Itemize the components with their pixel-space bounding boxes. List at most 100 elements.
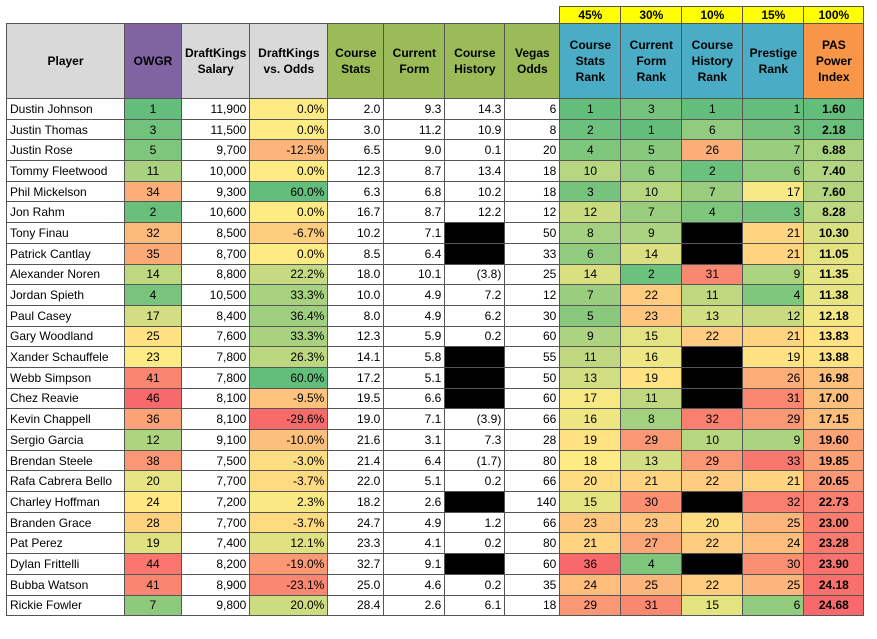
course-stats-rank-cell[interactable]: 15: [559, 491, 622, 513]
course-stats-cell[interactable]: 14.1: [327, 346, 385, 368]
course-history-cell[interactable]: 0.2: [444, 470, 506, 493]
salary-cell[interactable]: 7,700: [180, 511, 251, 534]
dk-vs-odds-cell[interactable]: -12.5%: [249, 139, 329, 162]
course-history-cell[interactable]: 13.4: [444, 160, 506, 182]
player-name-cell[interactable]: Xander Schauffele: [6, 346, 125, 368]
course-stats-rank-cell[interactable]: 3: [559, 180, 622, 203]
header-prestige-rank[interactable]: Prestige Rank: [742, 23, 805, 99]
current-form-rank-cell[interactable]: 23: [620, 304, 683, 327]
course-stats-cell[interactable]: 18.2: [327, 491, 385, 513]
course-stats-cell[interactable]: 2.0: [327, 98, 385, 120]
owgr-cell[interactable]: 44: [124, 553, 182, 575]
player-name-cell[interactable]: Patrick Cantlay: [6, 242, 125, 265]
dk-vs-odds-cell[interactable]: -3.7%: [249, 511, 329, 534]
current-form-cell[interactable]: 4.9: [383, 511, 446, 534]
pas-index-cell[interactable]: 20.65: [803, 470, 865, 493]
prestige-rank-cell[interactable]: 6: [742, 160, 805, 182]
course-history-cell[interactable]: [444, 387, 506, 410]
course-stats-cell[interactable]: 24.7: [327, 511, 385, 534]
owgr-cell[interactable]: 41: [124, 366, 182, 389]
prestige-rank-cell[interactable]: 25: [742, 573, 805, 596]
header-course-stats-rank[interactable]: Course Stats Rank: [559, 23, 622, 99]
dk-vs-odds-cell[interactable]: 0.0%: [249, 201, 329, 224]
owgr-cell[interactable]: 24: [124, 491, 182, 513]
course-stats-rank-cell[interactable]: 2: [559, 118, 622, 141]
header-pas-power-index[interactable]: PAS Power Index: [803, 23, 865, 99]
course-stats-cell[interactable]: 19.5: [327, 387, 385, 410]
table-row[interactable]: Charley Hoffman 24 7,200 2.3% 18.2 2.6 140 15 30…: [6, 491, 865, 513]
current-form-rank-cell[interactable]: 5: [620, 139, 683, 162]
table-row[interactable]: Brendan Steele 38 7,500 -3.0% 21.4 6.4 (1.7) 80…: [6, 449, 865, 472]
course-history-rank-cell[interactable]: 22: [681, 470, 744, 493]
current-form-rank-cell[interactable]: 25: [620, 573, 683, 596]
vegas-odds-cell[interactable]: 6: [504, 98, 561, 120]
course-stats-rank-cell[interactable]: 7: [559, 284, 622, 306]
vegas-odds-cell[interactable]: 12: [504, 284, 561, 306]
current-form-rank-cell[interactable]: 15: [620, 325, 683, 348]
pas-index-cell[interactable]: 24.68: [803, 594, 865, 617]
current-form-rank-cell[interactable]: 14: [620, 242, 683, 265]
prestige-rank-cell[interactable]: 25: [742, 511, 805, 534]
current-form-rank-cell[interactable]: 11: [620, 387, 683, 410]
pas-index-cell[interactable]: 11.38: [803, 284, 865, 306]
course-stats-rank-cell[interactable]: 11: [559, 346, 622, 368]
salary-cell[interactable]: 7,800: [180, 346, 251, 368]
course-history-cell[interactable]: 0.2: [444, 573, 506, 596]
current-form-cell[interactable]: 6.4: [383, 242, 446, 265]
current-form-rank-cell[interactable]: 21: [620, 470, 683, 493]
current-form-rank-cell[interactable]: 7: [620, 201, 683, 224]
dk-vs-odds-cell[interactable]: 26.3%: [249, 346, 329, 368]
owgr-cell[interactable]: 1: [124, 98, 182, 120]
table-row[interactable]: Pat Perez 19 7,400 12.1% 23.3 4.1 0.2 80 21 27 22 2…: [6, 532, 865, 555]
salary-cell[interactable]: 8,100: [180, 387, 251, 410]
table-row[interactable]: Gary Woodland 25 7,600 33.3% 12.3 5.9 0.2 60 9 15…: [6, 325, 865, 348]
course-stats-rank-cell[interactable]: 13: [559, 366, 622, 389]
vegas-odds-cell[interactable]: 8: [504, 118, 561, 141]
salary-cell[interactable]: 9,100: [180, 429, 251, 451]
course-stats-rank-cell[interactable]: 6: [559, 242, 622, 265]
salary-cell[interactable]: 10,500: [180, 284, 251, 306]
vegas-odds-cell[interactable]: 80: [504, 532, 561, 555]
course-history-rank-cell[interactable]: [681, 366, 744, 389]
current-form-cell[interactable]: 9.3: [383, 98, 446, 120]
course-stats-rank-cell[interactable]: 16: [559, 408, 622, 430]
header-current-form-rank[interactable]: Current Form Rank: [620, 23, 683, 99]
course-history-rank-cell[interactable]: [681, 491, 744, 513]
course-history-cell[interactable]: (3.9): [444, 408, 506, 430]
current-form-cell[interactable]: 11.2: [383, 118, 446, 141]
owgr-cell[interactable]: 35: [124, 242, 182, 265]
course-history-rank-cell[interactable]: [681, 222, 744, 244]
table-row[interactable]: Alexander Noren 14 8,800 22.2% 18.0 10.1 (3.8)…: [6, 263, 865, 286]
current-form-rank-cell[interactable]: 29: [620, 429, 683, 451]
course-history-rank-cell[interactable]: 22: [681, 325, 744, 348]
course-stats-cell[interactable]: 8.0: [327, 304, 385, 327]
player-name-cell[interactable]: Jon Rahm: [6, 201, 125, 224]
pas-index-cell[interactable]: 7.40: [803, 160, 865, 182]
player-name-cell[interactable]: Tommy Fleetwood: [6, 160, 125, 182]
header-dk-salary[interactable]: DraftKings Salary: [180, 23, 251, 99]
course-history-cell[interactable]: 1.2: [444, 511, 506, 534]
owgr-cell[interactable]: 32: [124, 222, 182, 244]
pas-index-cell[interactable]: 22.73: [803, 491, 865, 513]
prestige-rank-cell[interactable]: 7: [742, 139, 805, 162]
course-history-rank-cell[interactable]: 29: [681, 449, 744, 472]
current-form-rank-cell[interactable]: 23: [620, 511, 683, 534]
salary-cell[interactable]: 7,400: [180, 532, 251, 555]
current-form-rank-cell[interactable]: 1: [620, 118, 683, 141]
current-form-cell[interactable]: 5.1: [383, 470, 446, 493]
player-name-cell[interactable]: Branden Grace: [6, 511, 125, 534]
current-form-rank-cell[interactable]: 13: [620, 449, 683, 472]
prestige-rank-cell[interactable]: 21: [742, 242, 805, 265]
course-history-rank-cell[interactable]: 15: [681, 594, 744, 617]
prestige-rank-cell[interactable]: 31: [742, 387, 805, 410]
dk-vs-odds-cell[interactable]: 33.3%: [249, 325, 329, 348]
player-name-cell[interactable]: Charley Hoffman: [6, 491, 125, 513]
current-form-cell[interactable]: 8.7: [383, 160, 446, 182]
course-stats-rank-cell[interactable]: 17: [559, 387, 622, 410]
salary-cell[interactable]: 7,700: [180, 470, 251, 493]
owgr-cell[interactable]: 23: [124, 346, 182, 368]
dk-vs-odds-cell[interactable]: 60.0%: [249, 366, 329, 389]
pas-index-cell[interactable]: 23.90: [803, 553, 865, 575]
owgr-cell[interactable]: 7: [124, 594, 182, 617]
course-history-rank-cell[interactable]: 31: [681, 263, 744, 286]
